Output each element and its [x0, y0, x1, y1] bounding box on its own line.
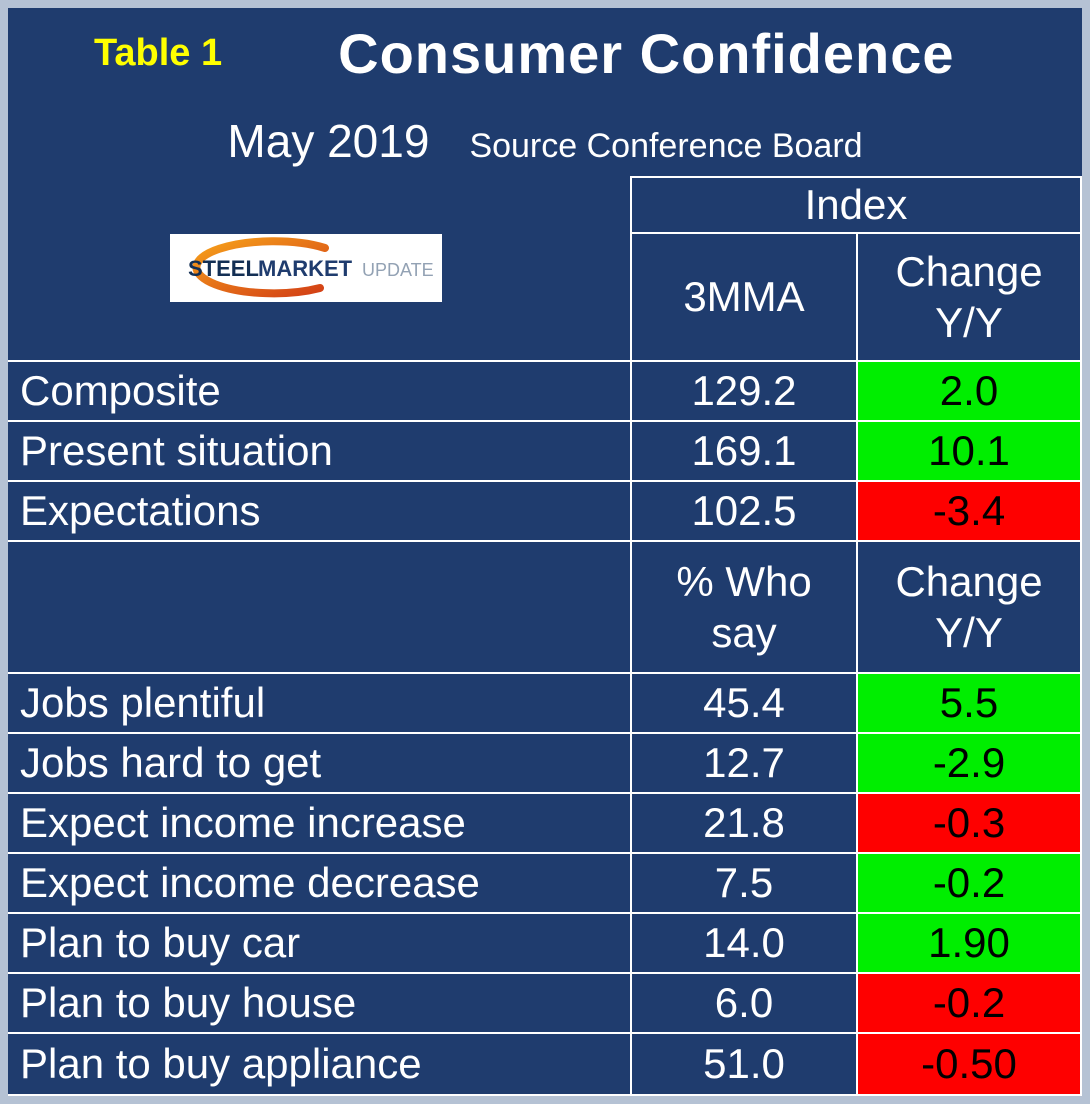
row-label: Composite — [8, 360, 630, 420]
row-label: Plan to buy house — [8, 972, 630, 1032]
smu-logo: STEEL MARKET UPDATE — [170, 234, 442, 302]
table-number-label: Table 1 — [94, 31, 223, 74]
row-change-badge: 10.1 — [856, 420, 1082, 480]
row-label: Jobs hard to get — [8, 732, 630, 792]
smu-swoosh-icon — [192, 237, 329, 298]
band-spacer — [8, 540, 630, 672]
table-canvas: Table 1 Consumer Confidence May 2019 Sou… — [8, 8, 1082, 1096]
row-label: Expect income decrease — [8, 852, 630, 912]
row-change-badge: 5.5 — [856, 672, 1082, 732]
logo-cell: STEEL MARKET UPDATE — [8, 176, 630, 360]
logo-word-steel: STEEL — [188, 256, 259, 281]
row-change-badge: -0.50 — [856, 1032, 1082, 1096]
row-value: 169.1 — [630, 420, 856, 480]
subtitle-row: May 2019 Source Conference Board — [8, 98, 1082, 176]
period-label: May 2019 — [227, 115, 430, 167]
col-header-pct-who-say: % Who say — [630, 540, 856, 672]
row-value: 12.7 — [630, 732, 856, 792]
row-label: Plan to buy appliance — [8, 1032, 630, 1096]
logo-word-market: MARKET — [258, 256, 353, 281]
row-value: 45.4 — [630, 672, 856, 732]
row-change-badge: -0.2 — [856, 972, 1082, 1032]
row-value: 6.0 — [630, 972, 856, 1032]
row-change-badge: -0.2 — [856, 852, 1082, 912]
row-label: Present situation — [8, 420, 630, 480]
row-value: 102.5 — [630, 480, 856, 540]
row-value: 51.0 — [630, 1032, 856, 1096]
row-label: Plan to buy car — [8, 912, 630, 972]
row-label: Expect income increase — [8, 792, 630, 852]
row-change-badge: -2.9 — [856, 732, 1082, 792]
row-change-badge: -0.3 — [856, 792, 1082, 852]
row-change-badge: -3.4 — [856, 480, 1082, 540]
col-header-change-yy: Change Y/Y — [856, 234, 1082, 360]
row-value: 7.5 — [630, 852, 856, 912]
row-label: Expectations — [8, 480, 630, 540]
row-change-badge: 2.0 — [856, 360, 1082, 420]
logo-word-update: UPDATE — [362, 260, 434, 280]
row-label: Jobs plentiful — [8, 672, 630, 732]
col-header-3mma: 3MMA — [630, 234, 856, 360]
col-header-change-yy: Change Y/Y — [856, 540, 1082, 672]
page-title: Consumer Confidence — [338, 21, 955, 85]
index-group-header: Index — [630, 176, 1082, 234]
title-row: Table 1 Consumer Confidence — [8, 8, 1082, 98]
source-label: Source Conference Board — [469, 127, 863, 165]
row-value: 21.8 — [630, 792, 856, 852]
row-value: 14.0 — [630, 912, 856, 972]
row-change-badge: 1.90 — [856, 912, 1082, 972]
row-value: 129.2 — [630, 360, 856, 420]
